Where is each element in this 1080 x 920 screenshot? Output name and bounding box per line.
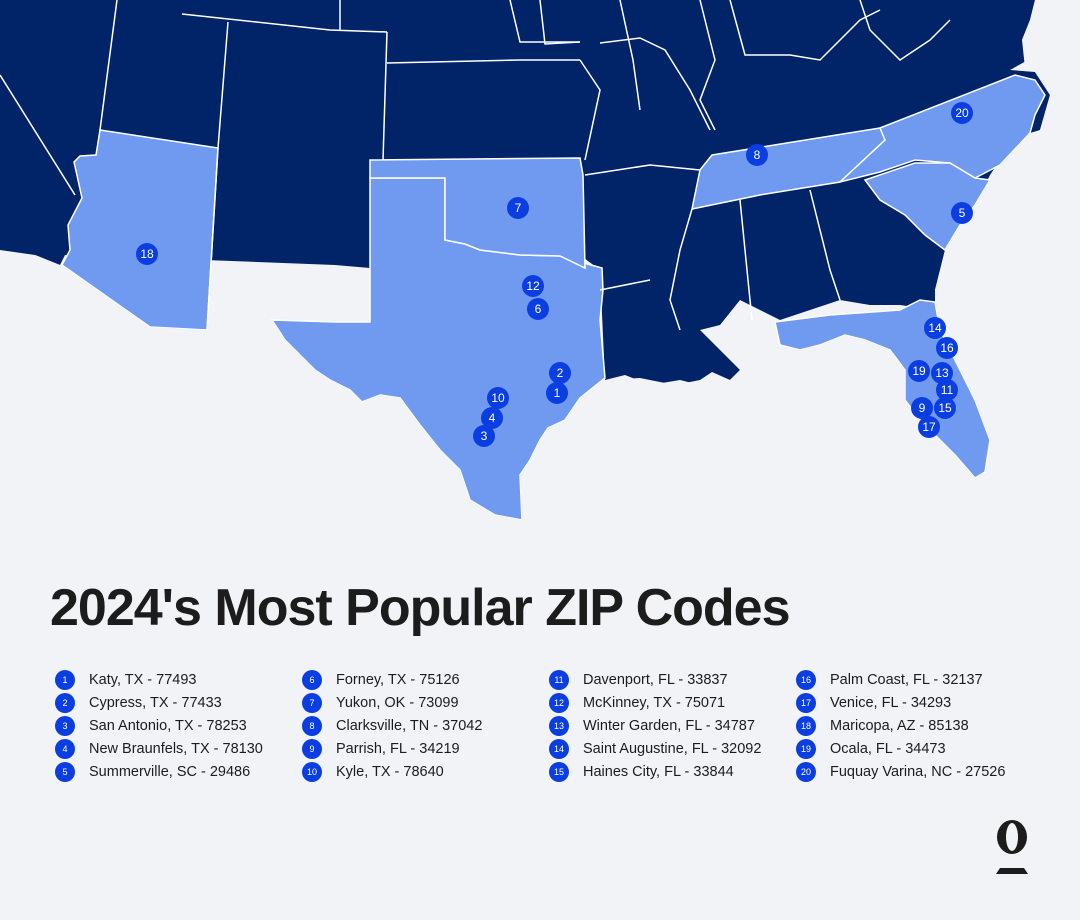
legend-item: 17 Venice, FL - 34293: [796, 691, 1043, 714]
map-marker: 19: [908, 360, 930, 382]
rank-badge: 11: [549, 669, 569, 690]
legend-label: Davenport, FL - 33837: [583, 671, 728, 688]
rank-badge: 12: [549, 692, 569, 713]
legend-item: 13 Winter Garden, FL - 34787: [549, 714, 796, 737]
legend-item: 19 Ocala, FL - 34473: [796, 737, 1043, 760]
legend-column: 11 Davenport, FL - 33837 12 McKinney, TX -…: [549, 668, 796, 783]
rank-badge: 15: [549, 761, 569, 782]
legend-item: 4 New Braunfels, TX - 78130: [55, 737, 302, 760]
state-oklahoma: [369, 157, 586, 270]
legend-label: Clarksville, TN - 37042: [336, 717, 483, 734]
legend-item: 20 Fuquay Varina, NC - 27526: [796, 760, 1043, 783]
legend-label: Palm Coast, FL - 32137: [830, 671, 983, 688]
map-marker: 4: [481, 407, 503, 429]
legend-column: 16 Palm Coast, FL - 32137 17 Venice, FL - …: [796, 668, 1043, 783]
legend-label: Parrish, FL - 34219: [336, 740, 460, 757]
rank-badge: 9: [302, 738, 322, 759]
map-marker: 7: [507, 197, 529, 219]
legend-item: 11 Davenport, FL - 33837: [549, 668, 796, 691]
legend-item: 14 Saint Augustine, FL - 32092: [549, 737, 796, 760]
legend-column: 6 Forney, TX - 75126 7 Yukon, OK - 73099 8…: [302, 668, 549, 783]
legend-label: Maricopa, AZ - 85138: [830, 717, 969, 734]
gulf-coast: [0, 255, 990, 540]
map-marker: 18: [136, 243, 158, 265]
atlantic-coast: [935, 0, 1080, 540]
rank-badge: 1: [55, 669, 75, 690]
legend-item: 7 Yukon, OK - 73099: [302, 691, 549, 714]
rank-badge: 10: [302, 761, 322, 782]
page-title: 2024's Most Popular ZIP Codes: [50, 579, 791, 637]
rank-badge: 5: [55, 761, 75, 782]
rank-badge: 3: [55, 715, 75, 736]
rank-badge: 14: [549, 738, 569, 759]
legend-label: Yukon, OK - 73099: [336, 694, 459, 711]
rank-badge: 19: [796, 738, 816, 759]
legend-item: 12 McKinney, TX - 75071: [549, 691, 796, 714]
rank-badge: 2: [55, 692, 75, 713]
legend-label: Ocala, FL - 34473: [830, 740, 946, 757]
legend-label: Cypress, TX - 77433: [89, 694, 222, 711]
map-marker: 9: [911, 397, 933, 419]
legend-label: Kyle, TX - 78640: [336, 763, 444, 780]
map-marker: 6: [527, 298, 549, 320]
us-map: [0, 0, 1080, 540]
legend-item: 6 Forney, TX - 75126: [302, 668, 549, 691]
legend-label: McKinney, TX - 75071: [583, 694, 726, 711]
rank-badge: 7: [302, 692, 322, 713]
legend-item: 10 Kyle, TX - 78640: [302, 760, 549, 783]
rank-badge: 16: [796, 669, 816, 690]
rank-badge: 4: [55, 738, 75, 759]
legend-label: Katy, TX - 77493: [89, 671, 197, 688]
map-marker: 16: [936, 337, 958, 359]
legend-label: Forney, TX - 75126: [336, 671, 460, 688]
legend-item: 16 Palm Coast, FL - 32137: [796, 668, 1043, 691]
rank-badge: 18: [796, 715, 816, 736]
legend-item: 2 Cypress, TX - 77433: [55, 691, 302, 714]
rank-badge: 8: [302, 715, 322, 736]
legend-label: Fuquay Varina, NC - 27526: [830, 763, 1006, 780]
legend-column: 1 Katy, TX - 77493 2 Cypress, TX - 77433 3…: [55, 668, 302, 783]
map-marker: 14: [924, 317, 946, 339]
legend-item: 9 Parrish, FL - 34219: [302, 737, 549, 760]
map-marker: 10: [487, 387, 509, 409]
map-marker: 11: [936, 379, 958, 401]
rank-badge: 17: [796, 692, 816, 713]
legend: 1 Katy, TX - 77493 2 Cypress, TX - 77433 3…: [55, 668, 1035, 783]
map-marker: 15: [934, 397, 956, 419]
legend-item: 18 Maricopa, AZ - 85138: [796, 714, 1043, 737]
rank-badge: 20: [796, 761, 816, 782]
state-borders: [0, 0, 951, 331]
legend-label: Venice, FL - 34293: [830, 694, 952, 711]
map-marker: 17: [918, 416, 940, 438]
legend-item: 15 Haines City, FL - 33844: [549, 760, 796, 783]
map-marker: 5: [951, 202, 973, 224]
legend-item: 5 Summerville, SC - 29486: [55, 760, 302, 783]
legend-item: 3 San Antonio, TX - 78253: [55, 714, 302, 737]
legend-label: Saint Augustine, FL - 32092: [583, 740, 762, 757]
map-marker: 8: [746, 144, 768, 166]
legend-label: New Braunfels, TX - 78130: [89, 740, 263, 757]
map-marker: 20: [951, 102, 973, 124]
map-marker: 12: [522, 275, 544, 297]
legend-item: 8 Clarksville, TN - 37042: [302, 714, 549, 737]
legend-label: San Antonio, TX - 78253: [89, 717, 247, 734]
legend-label: Summerville, SC - 29486: [89, 763, 251, 780]
legend-item: 1 Katy, TX - 77493: [55, 668, 302, 691]
rank-badge: 6: [302, 669, 322, 690]
rank-badge: 13: [549, 715, 569, 736]
map-marker: 3: [473, 425, 495, 447]
legend-label: Winter Garden, FL - 34787: [583, 717, 755, 734]
map-marker: 1: [546, 382, 568, 404]
map-marker: 2: [549, 362, 571, 384]
map-marker: 13: [931, 362, 953, 384]
opendoor-logo-icon: [996, 820, 1028, 874]
legend-label: Haines City, FL - 33844: [583, 763, 734, 780]
